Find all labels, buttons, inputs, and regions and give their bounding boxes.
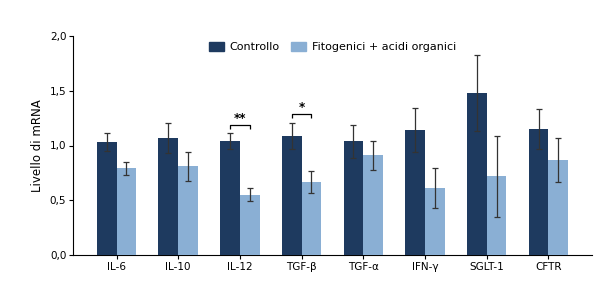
Bar [159, 138, 178, 255]
Bar [467, 93, 487, 255]
Bar [548, 160, 568, 255]
Bar [117, 169, 136, 255]
Bar [405, 130, 425, 255]
Text: *: * [298, 101, 305, 114]
Bar [282, 136, 301, 255]
Bar [529, 129, 548, 255]
Text: **: ** [234, 112, 246, 125]
Bar [364, 155, 383, 255]
Bar [220, 141, 240, 255]
Legend: Controllo, Fitogenici + acidi organici: Controllo, Fitogenici + acidi organici [209, 42, 456, 52]
Bar [240, 195, 260, 255]
Bar [487, 176, 506, 255]
Bar [97, 142, 117, 255]
Y-axis label: Livello di mRNA: Livello di mRNA [31, 99, 44, 192]
Bar [301, 182, 321, 255]
Bar [425, 188, 445, 255]
Bar [178, 166, 198, 255]
Bar [343, 141, 364, 255]
